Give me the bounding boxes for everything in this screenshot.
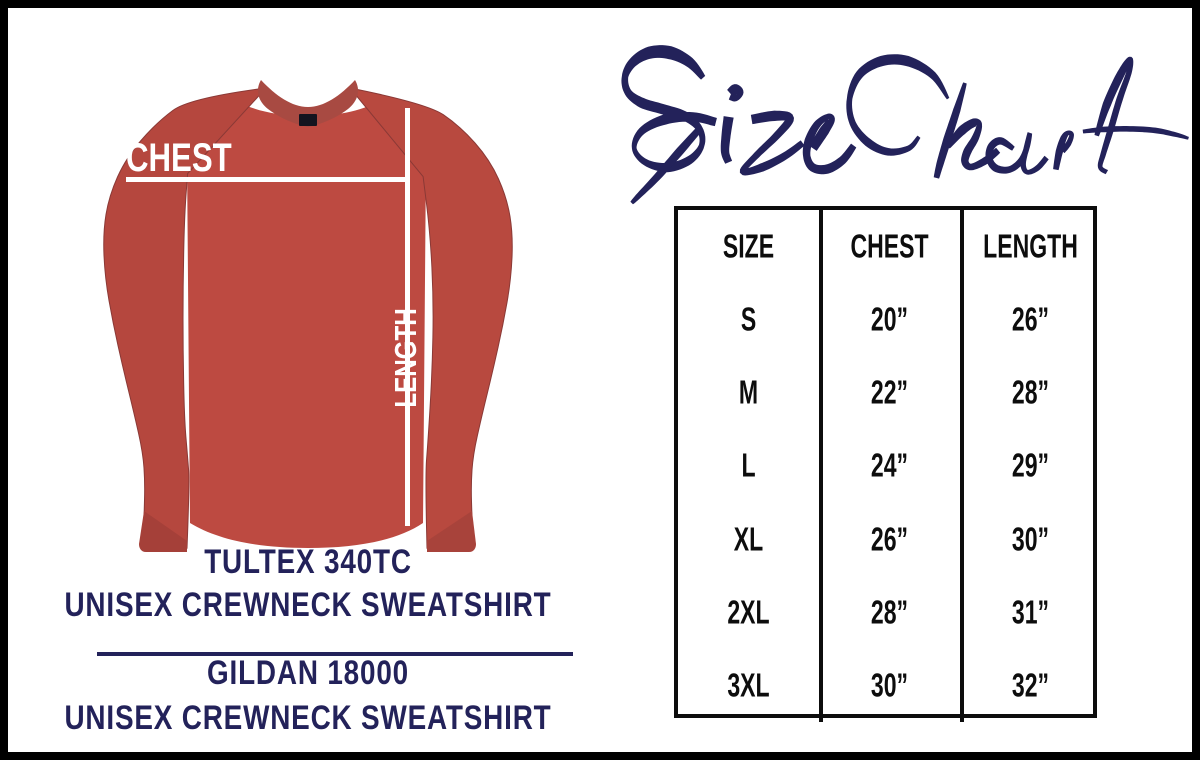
svg-text:CHEST: CHEST (126, 135, 232, 180)
svg-text:LENGTH: LENGTH (388, 308, 423, 407)
